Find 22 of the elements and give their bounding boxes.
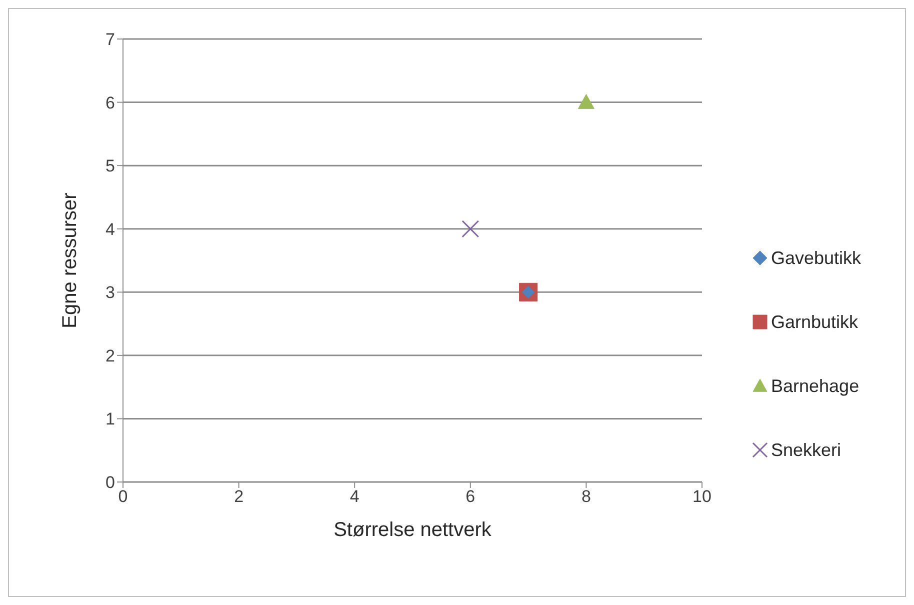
x-tick-label: 0 bbox=[118, 487, 128, 506]
y-tick-label: 5 bbox=[106, 156, 115, 176]
y-tick-label: 4 bbox=[106, 220, 115, 239]
y-tick-label: 3 bbox=[106, 283, 115, 302]
x-tick-label: 10 bbox=[692, 487, 712, 506]
x-tick-label: 6 bbox=[466, 487, 476, 506]
legend-label: Snekkeri bbox=[771, 440, 842, 460]
y-axis-title: Egne ressurser bbox=[59, 192, 82, 328]
x-axis-title: Størrelse nettverk bbox=[334, 519, 492, 541]
point bbox=[462, 220, 480, 238]
y-tick-label: 7 bbox=[106, 30, 115, 50]
y-tick-label: 2 bbox=[106, 346, 115, 366]
point bbox=[578, 94, 594, 109]
x-tick-label: 4 bbox=[350, 487, 360, 506]
legend-label: Barnehage bbox=[771, 376, 860, 396]
y-tick-label: 6 bbox=[106, 93, 115, 112]
x-tick-label: 2 bbox=[234, 487, 244, 506]
x-tick-label: 8 bbox=[581, 487, 591, 506]
legend-label: Gavebutikk bbox=[771, 248, 862, 268]
y-tick-label: 1 bbox=[106, 410, 115, 429]
y-tick-label: 0 bbox=[106, 473, 115, 492]
legend-label: Garnbutikk bbox=[771, 312, 858, 332]
